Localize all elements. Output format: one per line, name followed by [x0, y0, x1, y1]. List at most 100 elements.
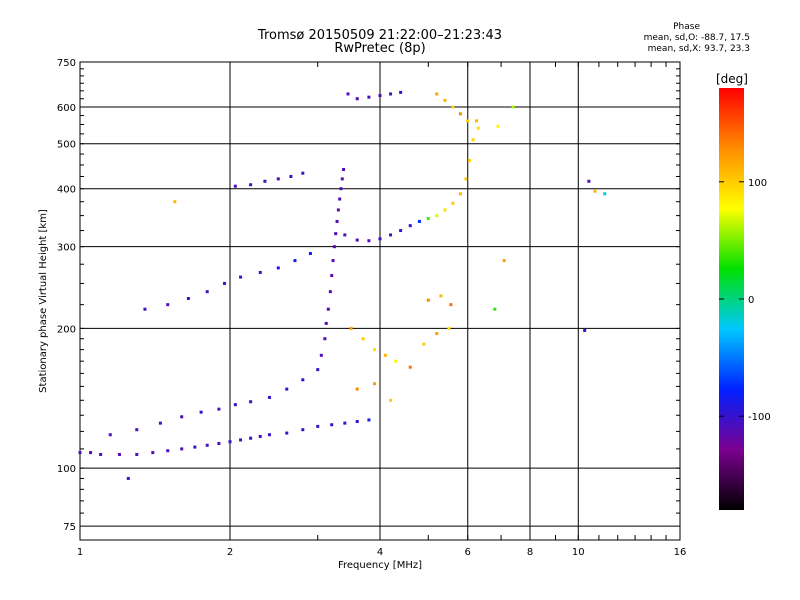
- x-tick-label: 1: [77, 547, 83, 558]
- data-point: [117, 452, 121, 456]
- data-point: [435, 92, 439, 96]
- data-point: [475, 119, 479, 123]
- data-point: [239, 275, 243, 279]
- data-point: [502, 259, 506, 263]
- data-point: [399, 90, 403, 94]
- data-point: [258, 270, 262, 274]
- phase-stats-o: mean, sd,O: -88.7, 17.5: [643, 33, 750, 43]
- data-point: [349, 326, 353, 330]
- colorbar-label: [deg]: [716, 72, 748, 86]
- data-point: [249, 183, 253, 187]
- data-point: [338, 197, 342, 201]
- data-point: [332, 245, 336, 249]
- data-point: [496, 124, 500, 128]
- y-tick-label: 200: [57, 324, 76, 335]
- data-point: [263, 179, 267, 183]
- data-point: [143, 307, 147, 311]
- axes-layer: 1 2 4 6 8 10 16 75 100 200 300 400 500 600 750: [57, 58, 686, 558]
- data-point: [331, 259, 335, 263]
- data-point: [258, 434, 262, 438]
- data-point: [443, 208, 447, 212]
- data-point: [435, 332, 439, 336]
- data-point: [334, 232, 338, 236]
- x-tick-label: 4: [377, 547, 383, 558]
- y-tick-label: 400: [57, 185, 76, 196]
- grid-layer: [80, 62, 680, 540]
- data-point: [205, 290, 209, 294]
- phase-stats-heading: Phase: [673, 22, 700, 32]
- data-point: [367, 418, 371, 422]
- data-point: [339, 187, 343, 191]
- data-point: [394, 359, 398, 363]
- data-point: [451, 201, 455, 205]
- data-point: [373, 348, 377, 352]
- data-point: [223, 281, 227, 285]
- data-points: [78, 90, 607, 480]
- data-point: [389, 92, 393, 96]
- data-point: [301, 428, 305, 432]
- data-point: [330, 423, 334, 427]
- data-point: [451, 105, 455, 109]
- data-point: [301, 171, 305, 175]
- colorbar-tick-label: 0: [748, 295, 754, 306]
- data-point: [135, 452, 139, 456]
- data-point: [267, 433, 271, 437]
- data-point: [343, 233, 347, 237]
- x-tick-label: 16: [674, 547, 687, 558]
- x-tick-label: 6: [465, 547, 471, 558]
- data-point: [367, 239, 371, 243]
- data-point: [193, 445, 197, 449]
- y-axis-label: Stationary phase Virtual Height [km]: [38, 209, 49, 393]
- data-point: [449, 303, 453, 307]
- data-point: [389, 233, 393, 237]
- data-point: [417, 219, 421, 223]
- data-point: [426, 298, 430, 302]
- x-tick-label: 8: [527, 547, 533, 558]
- data-point: [342, 167, 346, 171]
- data-point: [319, 353, 323, 357]
- data-point: [126, 476, 130, 480]
- data-point: [186, 296, 190, 300]
- data-point: [249, 400, 253, 404]
- data-point: [343, 421, 347, 425]
- data-point: [180, 415, 184, 419]
- data-point: [593, 189, 597, 193]
- data-point: [447, 326, 451, 330]
- data-point: [458, 192, 462, 196]
- data-point: [151, 451, 155, 455]
- data-point: [466, 119, 470, 123]
- data-point: [233, 403, 237, 407]
- data-point: [233, 184, 237, 188]
- data-point: [328, 290, 332, 294]
- data-point: [180, 447, 184, 451]
- data-point: [285, 431, 289, 435]
- chart-title: Tromsø 20150509 21:22:00–21:23:43: [257, 28, 503, 43]
- y-tick-label: 600: [57, 103, 76, 114]
- data-point: [435, 214, 439, 218]
- data-point: [361, 337, 365, 341]
- data-point: [285, 387, 289, 391]
- data-point: [383, 353, 387, 357]
- chart-subtitle: RwPretec (8p): [334, 41, 426, 56]
- data-point: [289, 174, 293, 178]
- data-point: [108, 433, 112, 437]
- data-point: [217, 441, 221, 445]
- data-point: [355, 420, 359, 424]
- data-point: [471, 138, 475, 142]
- data-point: [99, 452, 103, 456]
- data-point: [316, 424, 320, 428]
- data-point: [408, 224, 412, 228]
- data-point: [158, 421, 162, 425]
- data-point: [205, 443, 209, 447]
- data-point: [511, 105, 515, 109]
- colorbar-tick-label: -100: [748, 412, 771, 423]
- data-point: [173, 200, 177, 204]
- data-point: [355, 387, 359, 391]
- data-point: [249, 436, 253, 440]
- data-point: [267, 395, 271, 399]
- data-point: [378, 94, 382, 98]
- x-axis-label: Frequency [MHz]: [338, 560, 422, 571]
- data-point: [476, 126, 480, 130]
- data-point: [293, 259, 297, 263]
